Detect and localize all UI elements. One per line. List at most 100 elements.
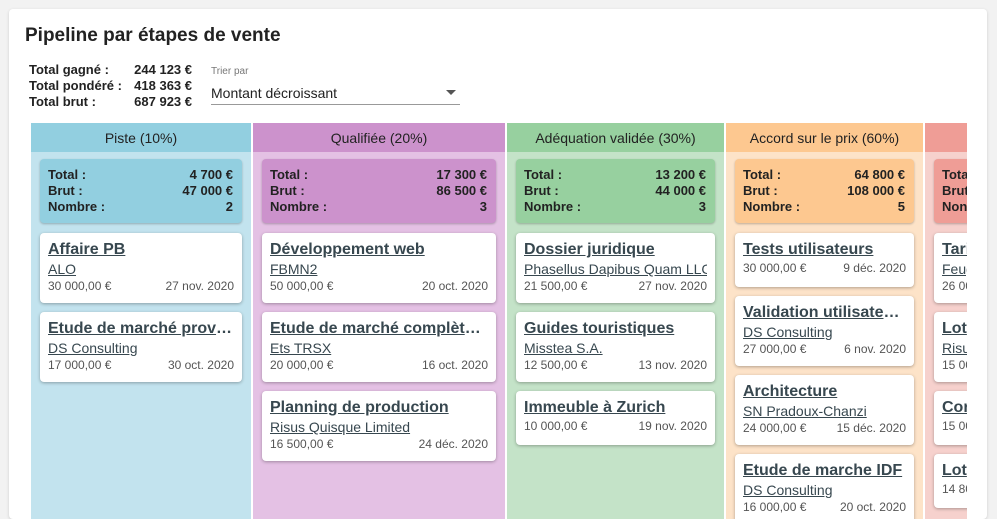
deal-title-link[interactable]: Etude de marché complète France [270, 320, 488, 337]
deal-amount: 15 00 [942, 419, 967, 433]
deal-card[interactable]: Validation utilisateurs DS Consulting 27… [735, 296, 914, 366]
stage-summary: Total : 4 700 € Brut : 47 000 € Nombre : 2 [40, 159, 242, 223]
total-brut-label: Total brut : [29, 94, 96, 109]
deal-card[interactable]: Guides touristiques Misstea S.A. 12 500,… [516, 312, 715, 382]
deal-card[interactable]: Lot Risu 15 00 [934, 312, 967, 382]
deal-title-link[interactable]: Validation utilisateurs [743, 304, 906, 321]
summary-nombre-value: 3 [698, 199, 706, 214]
deal-card[interactable]: Etude de marche IDF DS Consulting 16 000… [735, 454, 914, 519]
deal-card[interactable]: Tari Feug 26 00 [934, 233, 967, 303]
stage-column-piste: Piste (10%) Total : 4 700 € Brut : 47 000 … [31, 123, 251, 519]
total-gagne-value: 244 123 € [134, 62, 192, 77]
deal-title-link[interactable]: Tari [942, 241, 967, 258]
deal-company-link[interactable]: FBMN2 [270, 261, 318, 277]
deal-date: 20 oct. 2020 [421, 279, 488, 293]
summary-nombre-value: 2 [225, 199, 233, 214]
deal-company-link[interactable]: Risu [942, 340, 967, 356]
summary-brut-value: 44 000 € [655, 183, 706, 198]
deal-date: 13 nov. 2020 [638, 358, 707, 372]
deal-date: 24 déc. 2020 [418, 437, 488, 451]
deal-company-link[interactable]: DS Consulting [743, 324, 833, 340]
deal-title-link[interactable]: Guides touristiques [524, 320, 675, 337]
deal-card[interactable]: Dossier juridique Phasellus Dapibus Quam… [516, 233, 715, 303]
summary-nombre-label: Nombre : [48, 199, 106, 214]
sort-select[interactable]: Montant décroissant [211, 81, 460, 105]
summary-total-label: Tota [942, 167, 967, 182]
deal-company-link[interactable]: DS Consulting [48, 340, 138, 356]
summary-total-label: Total : [743, 167, 782, 182]
deal-company-link[interactable]: ALO [48, 261, 77, 277]
deal-card[interactable]: Architecture SN Pradoux-Chanzi 24 000,00… [735, 375, 914, 445]
deal-title-link[interactable]: Affaire PB [48, 241, 126, 258]
deal-amount: 24 000,00 € [743, 421, 807, 435]
summary-brut-label: Brut : [524, 183, 559, 198]
total-gagne-label: Total gagné : [29, 62, 109, 77]
deal-company-link[interactable]: Feug [942, 261, 967, 277]
deal-date: 16 oct. 2020 [421, 358, 488, 372]
summary-brut-value: 86 500 € [436, 183, 487, 198]
sort-control: Trier par Montant décroissant [211, 66, 460, 105]
stage-body: Tota Brut Non Tari Feug 26 00 Lot Risu 1… [925, 152, 967, 519]
stage-column-fifth: Tota Brut Non Tari Feug 26 00 Lot Risu 1… [925, 123, 967, 519]
deal-company-link[interactable]: Misstea S.A. [524, 340, 603, 356]
deal-amount: 17 000,00 € [48, 358, 112, 372]
summary-brut-label: Brut : [270, 183, 305, 198]
pipeline-board: Piste (10%) Total : 4 700 € Brut : 47 000 … [31, 123, 967, 519]
deal-company-link[interactable]: SN Pradoux-Chanzi [743, 403, 867, 419]
deal-card[interactable]: Développement web FBMN2 50 000,00 € 20 oc… [262, 233, 496, 303]
stage-header: Piste (10%) [31, 123, 251, 152]
stage-column-adequation: Adéquation validée (30%) Total : 13 200 €… [507, 123, 724, 519]
summary-brut-label: Brut : [48, 183, 83, 198]
deal-amount: 21 500,00 € [524, 279, 588, 293]
deal-card[interactable]: Planning de production Risus Quisque Lim… [262, 391, 496, 461]
deal-date: 30 oct. 2020 [167, 358, 234, 372]
deal-company-link[interactable]: DS Consulting [743, 482, 833, 498]
deal-title-link[interactable]: Architecture [743, 383, 838, 400]
deal-amount: 10 000,00 € [524, 419, 588, 433]
deal-card[interactable]: Affaire PB ALO 30 000,00 € 27 nov. 2020 [40, 233, 242, 303]
deal-title-link[interactable]: Tests utilisateurs [743, 241, 874, 258]
summary-brut-label: Brut : [743, 183, 778, 198]
deal-card[interactable]: Lot 14 80 [934, 454, 967, 508]
deal-title-link[interactable]: Etude de marche IDF [743, 462, 903, 479]
stage-body: Total : 17 300 € Brut : 86 500 € Nombre : 3… [253, 152, 505, 519]
summary-nombre-value: 5 [897, 199, 905, 214]
deal-amount: 15 00 [942, 358, 967, 372]
deal-card[interactable]: Cor 15 00 [934, 391, 967, 445]
summary-nombre-label: Nombre : [524, 199, 582, 214]
deal-company-link[interactable]: Ets TRSX [270, 340, 332, 356]
deal-title-link[interactable]: Etude de marché province [48, 320, 234, 337]
deal-card[interactable]: Etude de marché province DS Consulting 1… [40, 312, 242, 382]
stage-summary: Tota Brut Non [934, 159, 967, 223]
deal-date: 20 oct. 2020 [839, 500, 906, 514]
deal-title-link[interactable]: Dossier juridique [524, 241, 655, 258]
deal-date: 6 nov. 2020 [844, 342, 906, 356]
deal-title-link[interactable]: Lot [942, 320, 967, 337]
summary-total-value: 64 800 € [854, 167, 905, 182]
page-title: Pipeline par étapes de vente [25, 25, 281, 46]
deal-company-link[interactable]: Phasellus Dapibus Quam LLC [524, 261, 707, 277]
sort-label: Trier par [211, 66, 249, 77]
deal-date: 27 nov. 2020 [165, 279, 234, 293]
total-brut-value: 687 923 € [134, 94, 192, 109]
deal-card[interactable]: Immeuble à Zurich 10 000,00 € 19 nov. 202… [516, 391, 715, 445]
deal-amount: 14 80 [942, 482, 967, 496]
deal-amount: 27 000,00 € [743, 342, 807, 356]
deal-date: 15 déc. 2020 [836, 421, 906, 435]
deal-title-link[interactable]: Lot [942, 462, 967, 479]
deal-company-link[interactable]: Risus Quisque Limited [270, 419, 411, 435]
deal-title-link[interactable]: Immeuble à Zurich [524, 399, 666, 416]
deal-title-link[interactable]: Planning de production [270, 399, 449, 416]
deal-amount: 26 00 [942, 279, 967, 293]
summary-nombre-label: Nombre : [270, 199, 328, 214]
deal-amount: 50 000,00 € [270, 279, 334, 293]
stage-body: Total :4 700 € Brut :47 000 € Nombre :2 … [31, 152, 251, 519]
deal-title-link[interactable]: Cor [942, 399, 967, 416]
pipeline-card: Pipeline par étapes de vente Total gagné… [9, 9, 987, 519]
deal-amount: 12 500,00 € [524, 358, 588, 372]
deal-card[interactable]: Tests utilisateurs 30 000,00 € 9 déc. 202… [735, 233, 914, 287]
deal-title-link[interactable]: Développement web [270, 241, 425, 258]
summary-total-value: 13 200 € [655, 167, 706, 182]
deal-card[interactable]: Etude de marché complète France Ets TRSX… [262, 312, 496, 382]
stage-column-accord: Accord sur le prix (60%) Total : 64 800 €… [726, 123, 923, 519]
